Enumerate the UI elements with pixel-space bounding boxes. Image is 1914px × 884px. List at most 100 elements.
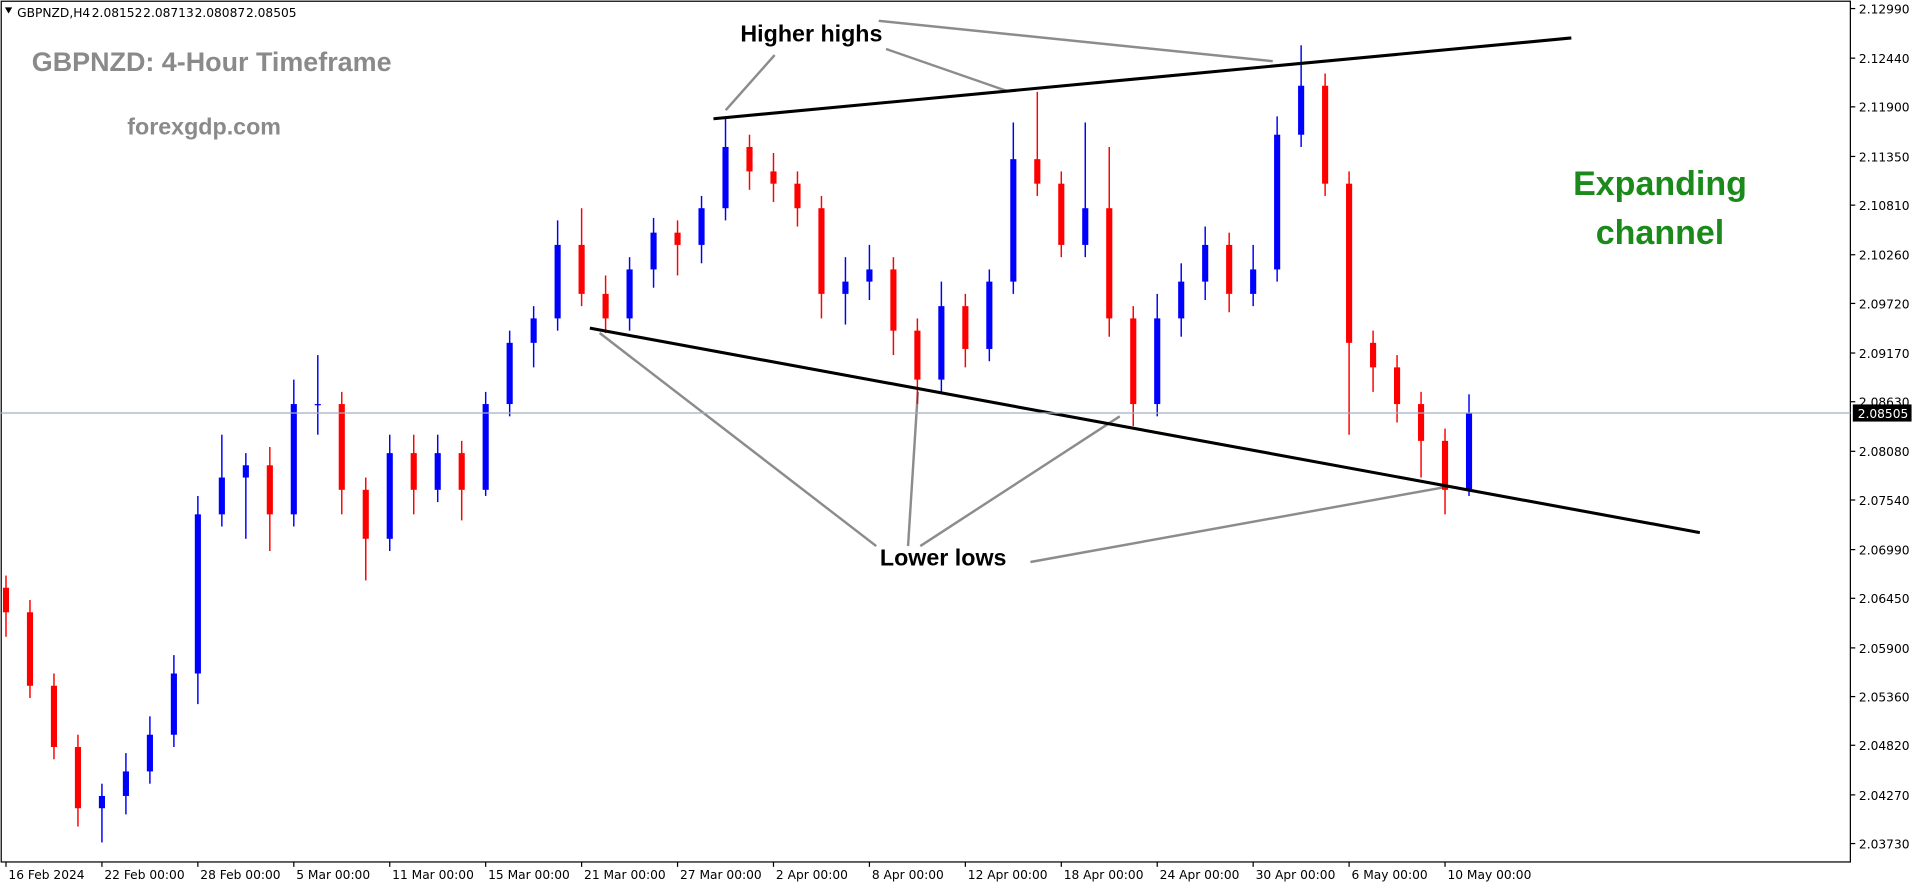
candle-body: [578, 244, 585, 294]
x-tick-label: 11 Mar 00:00: [392, 868, 474, 882]
candle-body: [266, 465, 273, 515]
candle-body: [938, 306, 945, 380]
y-tick-label: 2.11350: [1859, 150, 1910, 164]
candle-body: [218, 477, 225, 515]
pointer-line: [878, 19, 1273, 63]
candle-body: [674, 232, 681, 245]
candle-body: [242, 465, 249, 478]
header-open: 2.08152: [92, 6, 143, 20]
candle-body: [962, 306, 969, 349]
candle-body: [338, 404, 345, 490]
candle-body: [1394, 367, 1401, 405]
candle-body: [866, 269, 873, 282]
candle-body: [1322, 85, 1329, 184]
x-tick-label: 24 Apr 00:00: [1160, 868, 1240, 882]
header-low: 2.08087: [195, 6, 246, 20]
y-tick-label: 2.10810: [1859, 199, 1910, 213]
candle-body: [986, 281, 993, 349]
x-tick-label: 8 Apr 00:00: [872, 868, 944, 882]
chart-title: GBPNZD: 4-Hour Timeframe: [32, 47, 392, 77]
x-tick-label: 16 Feb 2024: [8, 868, 84, 882]
candle-body: [362, 489, 369, 539]
candle-body: [26, 612, 34, 686]
y-tick-label: 2.05900: [1859, 642, 1910, 656]
candle-body: [1202, 244, 1209, 282]
y-tick-label: 2.10260: [1859, 249, 1910, 263]
y-tick-label: 2.06450: [1859, 592, 1910, 606]
y-tick-label: 2.12440: [1859, 52, 1910, 66]
candle-body: [722, 146, 729, 209]
candle-body: [1417, 404, 1425, 441]
y-tick-label: 2.07540: [1859, 494, 1910, 508]
current-price-box: [1852, 404, 1912, 422]
candle-body: [458, 453, 465, 490]
pointer-line: [906, 391, 920, 547]
candle-body: [842, 281, 849, 294]
annotation-higher-highs: Higher highs: [740, 21, 882, 47]
candle-body: [626, 269, 633, 319]
header: GBPNZD,H4 2.08152 2.08713 2.08087 2.0850…: [4, 6, 297, 20]
candle-body: [314, 404, 321, 406]
current-price-label: 2.08505: [1858, 407, 1909, 421]
candle-body: [1010, 159, 1017, 282]
y-tick-label: 2.04270: [1859, 789, 1910, 803]
candle-body: [746, 146, 753, 172]
candle-body: [770, 171, 777, 184]
candle-body: [1154, 318, 1161, 405]
pointer-line: [885, 47, 1007, 92]
y-tick-label: 2.05360: [1859, 690, 1910, 704]
candle-body: [818, 208, 825, 294]
candle-body: [74, 746, 82, 809]
candle-body: [554, 244, 561, 319]
candle-body: [602, 293, 609, 319]
candle-body: [1082, 208, 1089, 245]
candle-body: [1465, 412, 1473, 490]
candle-body: [290, 404, 297, 515]
annotation-pointers: [598, 19, 1445, 564]
x-tick-label: 15 Mar 00:00: [488, 868, 570, 882]
candle-body: [1034, 159, 1041, 184]
x-tick-label: 10 May 00:00: [1447, 868, 1531, 882]
candle-body: [530, 318, 537, 343]
candle-body: [1130, 318, 1137, 405]
candle-body: [1106, 208, 1113, 319]
pointer-line: [919, 415, 1121, 548]
header-arrow: [4, 7, 13, 14]
channel-lines: [589, 36, 1701, 535]
y-tick-label: 2.06990: [1859, 543, 1910, 557]
candle-body: [1298, 85, 1305, 135]
candle-body: [434, 453, 441, 490]
x-tick-label: 2 Apr 00:00: [776, 868, 848, 882]
candle-body: [1058, 183, 1065, 245]
x-tick-label: 18 Apr 00:00: [1064, 868, 1144, 882]
x-tick-label: 30 Apr 00:00: [1256, 868, 1336, 882]
candle-body: [170, 673, 177, 735]
y-tick-label: 2.09170: [1859, 347, 1910, 361]
candle-body: [1178, 281, 1185, 319]
candle-body: [122, 771, 129, 796]
y-tick-label: 2.03730: [1859, 837, 1910, 851]
y-tick-label: 2.11900: [1859, 101, 1910, 115]
header-high: 2.08713: [143, 6, 194, 20]
candle-body: [50, 685, 58, 747]
candle-body: [794, 183, 801, 209]
candle-body: [914, 330, 921, 380]
x-tick-label: 21 Mar 00:00: [584, 868, 666, 882]
header-symbol: GBPNZD,H4: [17, 6, 90, 20]
x-tick-label: 27 Mar 00:00: [680, 868, 762, 882]
y-tick-label: 2.12990: [1859, 2, 1910, 16]
candle-body: [410, 453, 417, 490]
candle-body: [1370, 342, 1377, 368]
x-tick-label: 6 May 00:00: [1352, 868, 1428, 882]
upper-channel-line: [713, 36, 1572, 121]
candle-body: [1274, 134, 1281, 270]
annotation-expanding-channel: Expanding channel: [1573, 165, 1747, 252]
candle-body: [506, 342, 513, 405]
candle-body: [698, 208, 705, 245]
candle-body: [482, 404, 489, 490]
chart-subtitle: forexgdp.com: [127, 114, 281, 140]
plot-frame: [0, 0, 1851, 863]
y-tick-label: 2.09720: [1859, 297, 1910, 311]
candle-body: [146, 734, 153, 772]
